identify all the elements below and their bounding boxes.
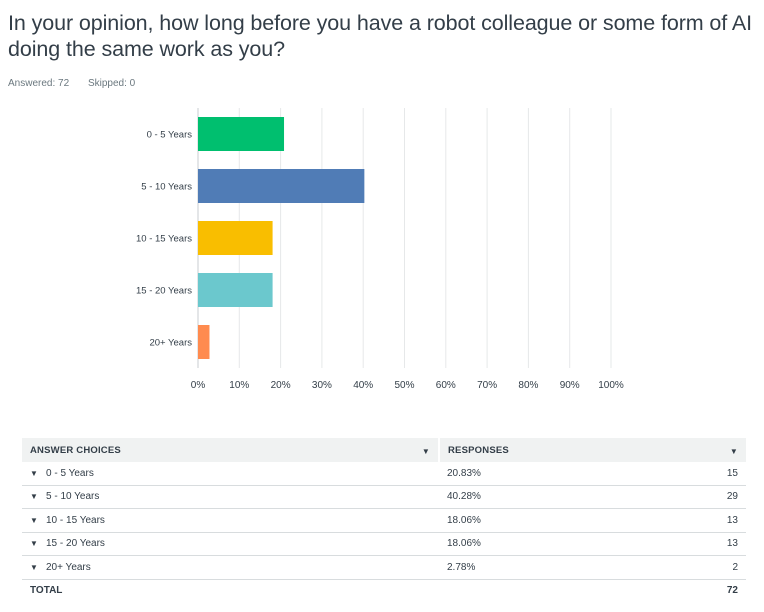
category-label: 5 - 10 Years bbox=[141, 182, 192, 193]
x-tick-label: 30% bbox=[312, 380, 332, 391]
answer-choice-cell: ▼ 15 - 20 Years bbox=[22, 532, 439, 556]
x-tick-label: 80% bbox=[518, 380, 538, 391]
category-label: 10 - 15 Years bbox=[136, 234, 192, 245]
response-percent: 40.28% bbox=[439, 485, 638, 509]
table-row: ▼ 0 - 5 Years 20.83% 15 bbox=[22, 462, 746, 486]
bar-chart: 0% 10% 20% 30% 40% 50% 60% 70% 80% 90% 100% 0 - 5 Y… bbox=[136, 108, 624, 391]
table-header-row: ANSWER CHOICES ▼ RESPONSES ▼ bbox=[22, 438, 746, 462]
response-percent: 18.06% bbox=[439, 508, 638, 533]
response-count: 2 bbox=[637, 555, 746, 580]
table-row: ▼ 5 - 10 Years 40.28% 29 bbox=[22, 485, 746, 509]
x-tick-label: 90% bbox=[560, 380, 580, 391]
answer-choice-cell: ▼ 5 - 10 Years bbox=[22, 485, 439, 509]
bar bbox=[198, 169, 365, 203]
bar bbox=[198, 221, 273, 255]
x-tick-label: 10% bbox=[229, 380, 249, 391]
expand-caret-icon[interactable]: ▼ bbox=[30, 539, 38, 549]
response-stats: Answered: 72 Skipped: 0 bbox=[8, 78, 151, 89]
skipped-count: Skipped: 0 bbox=[87, 78, 136, 89]
answer-choice-cell: ▼ 10 - 15 Years bbox=[22, 508, 439, 533]
expand-caret-icon[interactable]: ▼ bbox=[30, 492, 38, 502]
response-count: 13 bbox=[637, 508, 746, 533]
x-tick-label: 0% bbox=[191, 380, 206, 391]
expand-caret-icon[interactable]: ▼ bbox=[30, 468, 38, 478]
answer-choice-label: 10 - 15 Years bbox=[46, 514, 105, 526]
category-label: 20+ Years bbox=[149, 338, 192, 349]
responses-header[interactable]: RESPONSES ▼ bbox=[439, 438, 746, 462]
sort-caret-icon[interactable]: ▼ bbox=[729, 446, 738, 456]
bar bbox=[198, 117, 285, 151]
category-label: 0 - 5 Years bbox=[147, 130, 193, 141]
answer-choices-header[interactable]: ANSWER CHOICES ▼ bbox=[22, 438, 440, 462]
x-tick-label: 40% bbox=[353, 380, 373, 391]
question-title: In your opinion, how long before you hav… bbox=[8, 11, 752, 61]
x-tick-label: 60% bbox=[436, 380, 456, 391]
answer-choices-header-label: ANSWER CHOICES bbox=[30, 444, 121, 456]
answer-choice-label: 15 - 20 Years bbox=[46, 538, 105, 550]
response-percent: 20.83% bbox=[439, 462, 638, 486]
expand-caret-icon[interactable]: ▼ bbox=[30, 562, 38, 572]
answer-choice-label: 5 - 10 Years bbox=[46, 491, 100, 503]
x-tick-label: 20% bbox=[271, 380, 291, 391]
answer-choice-label: 0 - 5 Years bbox=[46, 467, 94, 479]
total-row: TOTAL 72 bbox=[22, 579, 746, 602]
total-spacer bbox=[439, 579, 638, 602]
x-tick-label: 50% bbox=[394, 380, 414, 391]
x-tick-label: 70% bbox=[477, 380, 497, 391]
table-row: ▼ 10 - 15 Years 18.06% 13 bbox=[22, 508, 746, 533]
expand-caret-icon[interactable]: ▼ bbox=[30, 515, 38, 525]
total-count: 72 bbox=[637, 579, 746, 602]
response-count: 29 bbox=[637, 485, 746, 509]
answer-choice-label: 20+ Years bbox=[46, 561, 91, 573]
response-percent: 2.78% bbox=[439, 555, 638, 580]
responses-header-label: RESPONSES bbox=[448, 444, 509, 456]
answered-count: Answered: 72 bbox=[8, 78, 70, 89]
response-table: ANSWER CHOICES ▼ RESPONSES ▼ ▼ 0 - 5 Year… bbox=[22, 438, 746, 602]
response-percent: 18.06% bbox=[439, 532, 638, 556]
category-label: 15 - 20 Years bbox=[136, 286, 192, 297]
x-tick-label: 100% bbox=[598, 380, 624, 391]
table-row: ▼ 15 - 20 Years 18.06% 13 bbox=[22, 532, 746, 556]
response-count: 15 bbox=[637, 462, 746, 486]
bar bbox=[198, 273, 273, 307]
answer-choice-cell: ▼ 0 - 5 Years bbox=[22, 462, 439, 486]
response-count: 13 bbox=[637, 532, 746, 556]
total-label: TOTAL bbox=[22, 579, 439, 602]
bar bbox=[198, 325, 210, 359]
table-row: ▼ 20+ Years 2.78% 2 bbox=[22, 555, 746, 580]
sort-caret-icon[interactable]: ▼ bbox=[421, 446, 430, 456]
answer-choice-cell: ▼ 20+ Years bbox=[22, 555, 439, 580]
